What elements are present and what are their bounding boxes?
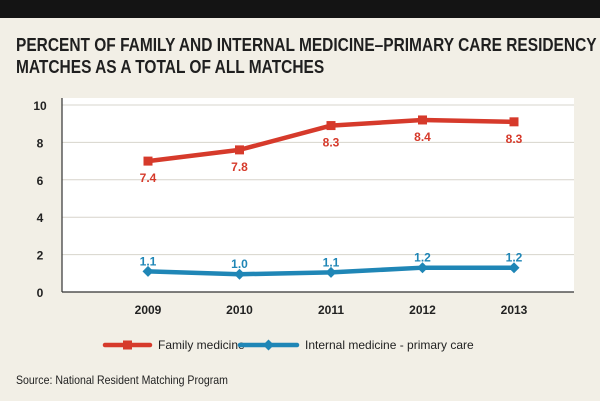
y-tick-label: 0 bbox=[37, 286, 44, 300]
data-label: 1.1 bbox=[323, 255, 340, 269]
chart-title: Percent of Family and Internal Medicine–… bbox=[16, 34, 597, 78]
data-label: 7.4 bbox=[140, 171, 157, 185]
chart-title-line-1: Percent of Family and Internal Medicine–… bbox=[16, 35, 597, 55]
data-point-internal-medicine bbox=[508, 262, 520, 274]
data-point-family-medicine bbox=[235, 145, 244, 155]
legend-marker bbox=[123, 340, 132, 350]
y-tick-label: 6 bbox=[37, 174, 44, 188]
data-point-family-medicine bbox=[326, 121, 336, 131]
y-tick-label: 2 bbox=[37, 249, 44, 263]
x-tick-label: 2012 bbox=[409, 303, 436, 317]
data-label: 8.3 bbox=[506, 132, 523, 146]
legend-label: Internal medicine - primary care bbox=[305, 338, 474, 352]
data-point-family-medicine bbox=[143, 156, 153, 166]
data-label: 1.0 bbox=[231, 257, 248, 271]
data-label: 8.4 bbox=[414, 130, 431, 144]
data-label: 8.3 bbox=[323, 136, 340, 150]
source-note: Source: National Resident Matching Progr… bbox=[16, 373, 228, 387]
y-tick-label: 4 bbox=[37, 211, 44, 225]
x-tick-label: 2011 bbox=[318, 303, 344, 317]
x-tick-label: 2013 bbox=[501, 303, 528, 317]
x-tick-label: 2009 bbox=[135, 303, 162, 317]
data-point-internal-medicine bbox=[325, 266, 337, 278]
y-tick-label: 8 bbox=[37, 136, 44, 150]
top-bar bbox=[0, 0, 600, 18]
data-point-family-medicine bbox=[418, 115, 427, 125]
data-point-internal-medicine bbox=[234, 268, 245, 280]
data-label: 1.2 bbox=[414, 251, 431, 265]
chart-title-line-2: Matches as a total of all matches bbox=[16, 57, 325, 77]
data-point-internal-medicine bbox=[142, 265, 154, 277]
legend-marker bbox=[263, 339, 274, 351]
legend-label: Family medicine bbox=[158, 338, 245, 352]
data-label: 1.2 bbox=[506, 251, 523, 265]
data-label: 1.1 bbox=[140, 254, 157, 268]
data-label: 7.8 bbox=[231, 160, 248, 174]
data-point-internal-medicine bbox=[417, 262, 428, 274]
y-tick-label: 10 bbox=[33, 99, 47, 113]
x-tick-label: 2010 bbox=[226, 303, 253, 317]
data-point-family-medicine bbox=[509, 117, 519, 127]
